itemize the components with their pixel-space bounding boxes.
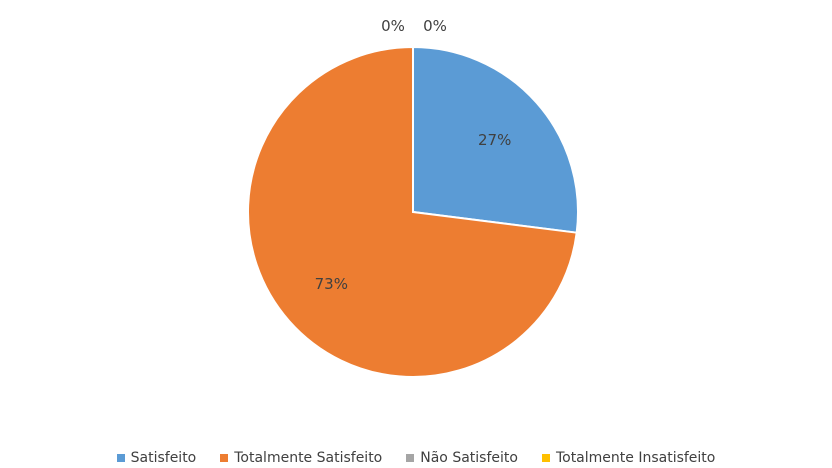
legend-swatch-totalmente-insatisfeito: [541, 453, 550, 462]
data-label-nao-satisfeito: 0%: [381, 17, 405, 35]
data-label-satisfeito: 27%: [478, 131, 511, 149]
legend-label-totalmente-insatisfeito: Totalmente Insatisfeito: [555, 449, 716, 466]
data-label-totalmente-satisfeito: 73%: [315, 275, 348, 293]
legend-label-nao-satisfeito: Não Satisfeito: [420, 449, 518, 466]
legend-item-satisfeito: Satisfeito: [116, 449, 197, 466]
legend-swatch-nao-satisfeito: [406, 453, 415, 462]
legend-item-totalmente-satisfeito: Totalmente Satisfeito: [220, 450, 382, 466]
legend-label-totalmente-satisfeito: Totalmente Satisfeito: [234, 449, 383, 466]
legend-swatch-totalmente-satisfeito: [220, 453, 229, 462]
legend-label-satisfeito: Satisfeito: [130, 449, 197, 466]
legend-swatch-satisfeito: [116, 453, 125, 462]
data-label-totalmente-insatisfeito: 0%: [423, 17, 447, 35]
pie-chart: 27% 73% 0% 0%: [247, 17, 579, 378]
pie-slice-satisfeito: [412, 45, 579, 234]
legend-item-nao-satisfeito: Não Satisfeito: [406, 450, 518, 466]
legend-item-totalmente-insatisfeito: Totalmente Insatisfeito: [541, 449, 716, 466]
chart-legend: Satisfeito Totalmente Satisfeito Não Sat…: [0, 447, 832, 468]
pie-slice-totalmente-satisfeito: [247, 45, 578, 378]
